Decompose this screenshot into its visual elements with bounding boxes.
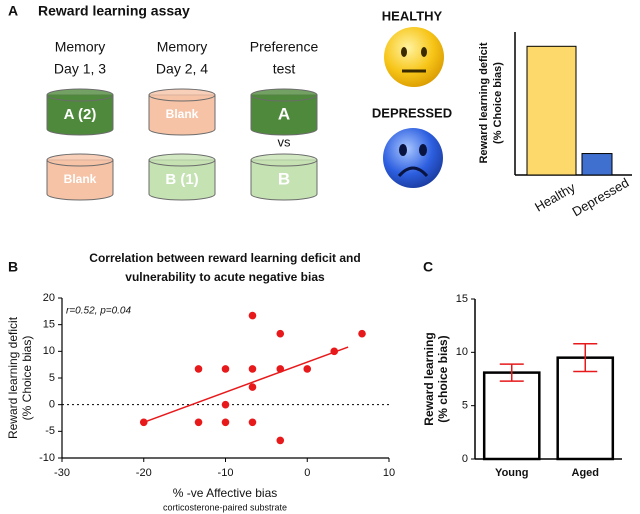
- depressed-label: DEPRESSED: [372, 105, 452, 120]
- cylinder: [148, 94, 216, 136]
- bar: [482, 371, 541, 461]
- point: [358, 329, 366, 338]
- cylinder-top: [148, 153, 216, 167]
- cylinder-label: Blank: [166, 107, 199, 121]
- point: [248, 365, 257, 373]
- y-axis-label: (% Choice bias): [20, 336, 34, 421]
- x-tick-label: -10: [218, 467, 234, 479]
- y-tick-label: 5: [49, 372, 55, 384]
- cylinder: [250, 159, 318, 201]
- y-tick-label: 10: [43, 345, 55, 357]
- y-axis-label: (% Choice bias): [492, 62, 504, 144]
- x-tick-label: 0: [304, 467, 310, 479]
- y-tick-label: 10: [456, 346, 468, 358]
- sad-face: [383, 128, 443, 188]
- column-header: test: [273, 61, 296, 77]
- y-axis-label: (% choice bias): [436, 335, 450, 422]
- error-bar: [499, 363, 524, 382]
- x-tick-label: -20: [136, 467, 152, 479]
- point: [194, 365, 203, 373]
- y-tick-label: -10: [39, 452, 55, 464]
- column-header: Day 1, 3: [54, 61, 106, 77]
- y-axis-label: Reward learning deficit: [478, 42, 490, 163]
- cylinder: [250, 94, 318, 136]
- y-tick-label: -5: [45, 425, 55, 437]
- cylinder: [46, 159, 114, 201]
- panel-label: B: [8, 259, 18, 275]
- column-header: Memory: [55, 39, 106, 55]
- point: [139, 418, 148, 427]
- x-tick-label: Aged: [572, 467, 600, 479]
- point: [221, 365, 230, 373]
- cylinder-top: [46, 88, 114, 102]
- y-tick-label: 15: [43, 319, 55, 331]
- bar: [526, 45, 577, 176]
- annotation: r=0.52, p=0.04: [66, 306, 131, 317]
- y-tick-label: 15: [456, 293, 468, 305]
- point: [248, 383, 257, 391]
- vs-label: vs: [278, 134, 292, 149]
- point: [194, 418, 203, 427]
- point: [276, 436, 285, 445]
- cylinder: [46, 94, 114, 136]
- point: [221, 400, 230, 409]
- y-axis-label: Reward learning: [422, 332, 436, 425]
- y-tick-label: 20: [43, 292, 55, 304]
- cylinder: [148, 159, 216, 201]
- neutral-face: [384, 27, 444, 87]
- point: [276, 365, 285, 373]
- cylinder-label: Blank: [64, 172, 97, 186]
- cylinder-top: [250, 153, 318, 167]
- fit-line: [143, 346, 349, 423]
- panel-label: C: [423, 259, 433, 275]
- point: [248, 311, 257, 320]
- cylinder-top: [148, 88, 216, 102]
- cylinder-top: [250, 88, 318, 102]
- x-tick-label: -30: [54, 467, 70, 479]
- x-tick-label: Depressed: [569, 175, 631, 219]
- cylinder-top: [46, 153, 114, 167]
- y-tick-label: 0: [462, 453, 468, 465]
- cylinder-label: B: [278, 169, 290, 188]
- x-tick-label: Young: [495, 467, 528, 479]
- x-axis-sublabel: corticosterone-paired substrate: [163, 502, 287, 512]
- cylinder-label: A (2): [64, 106, 97, 123]
- y-tick-label: 0: [49, 399, 55, 411]
- y-tick-label: 5: [462, 400, 468, 412]
- chart-title: vulnerability to acute negative bias: [125, 270, 325, 284]
- point: [248, 418, 257, 427]
- point: [303, 365, 312, 373]
- x-tick-label: 10: [383, 467, 395, 479]
- point: [221, 418, 230, 427]
- panel-label: A: [8, 3, 18, 19]
- healthy-label: HEALTHY: [382, 8, 443, 23]
- error-bar: [573, 343, 598, 373]
- cylinder-label: A: [278, 104, 290, 123]
- column-header: Day 2, 4: [156, 61, 208, 77]
- bar: [581, 153, 613, 176]
- x-axis-label: % -ve Affective bias: [173, 486, 278, 500]
- point: [330, 347, 339, 356]
- cylinder-label: B (1): [165, 171, 198, 188]
- chart-title: Correlation between reward learning defi…: [89, 251, 360, 265]
- bar: [556, 356, 615, 461]
- diagram-title: Reward learning assay: [38, 3, 190, 19]
- point: [276, 329, 285, 338]
- column-header: Preference: [250, 39, 319, 55]
- column-header: Memory: [157, 39, 208, 55]
- y-axis-label: Reward learning deficit: [6, 316, 20, 439]
